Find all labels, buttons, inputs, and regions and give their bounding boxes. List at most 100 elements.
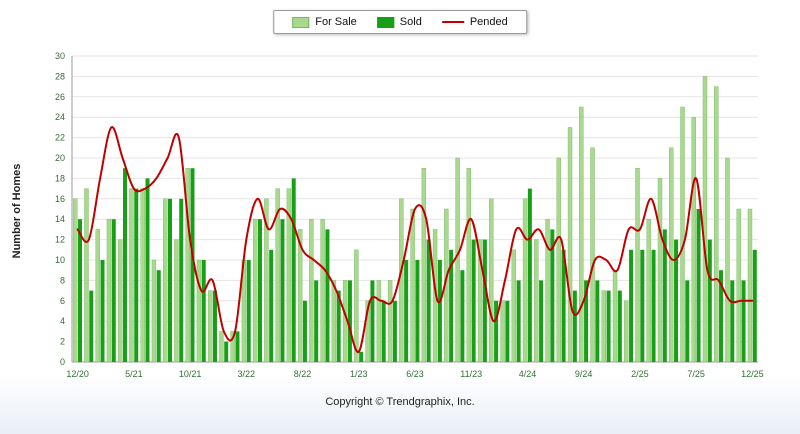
bar-sold xyxy=(179,198,184,362)
y-tick-label: 6 xyxy=(60,296,65,306)
bar-sold xyxy=(224,341,229,362)
x-tick-label: 6/23 xyxy=(406,369,424,379)
bar-sold xyxy=(494,300,499,362)
chart-area: 0 2 4 6 8 10 12 14 16 18 20 22 24 26 28 30 12/20 5/21 10/2… xyxy=(0,42,800,388)
legend-label-pended: Pended xyxy=(469,16,508,28)
bar-sold xyxy=(561,249,566,362)
bar-sold xyxy=(640,249,645,362)
bar-sold xyxy=(651,249,656,362)
bar-sold xyxy=(741,280,746,362)
x-tick-label: 9/24 xyxy=(575,369,593,379)
pended-line-icon xyxy=(441,21,464,23)
legend-label-sold: Sold xyxy=(399,16,422,28)
bar-for-sale xyxy=(421,167,427,363)
bar-sold xyxy=(426,239,431,362)
legend-item-sold: Sold xyxy=(376,16,422,28)
bar-for-sale xyxy=(399,198,404,363)
bar-sold xyxy=(449,249,454,362)
bar-for-sale xyxy=(275,188,280,363)
bar-for-sale xyxy=(174,239,179,363)
bar-for-sale xyxy=(567,127,573,363)
bar-sold xyxy=(460,270,465,362)
bar-sold xyxy=(392,300,397,362)
x-tick-label: 10/21 xyxy=(179,369,202,379)
bar-for-sale xyxy=(736,208,741,363)
bar-sold xyxy=(167,198,172,362)
legend-item-for-sale: For Sale xyxy=(292,16,357,28)
bar-for-sale xyxy=(264,198,269,363)
bar-sold xyxy=(437,260,442,362)
bar-for-sale xyxy=(219,331,224,363)
bar-for-sale xyxy=(612,269,618,363)
bar-sold xyxy=(257,219,262,362)
bar-for-sale xyxy=(702,76,708,363)
pended-line xyxy=(76,126,754,353)
bar-sold xyxy=(235,331,240,362)
bar-for-sale xyxy=(590,147,595,363)
bar-for-sale xyxy=(477,239,483,363)
bar-for-sale xyxy=(534,239,539,363)
bar-for-sale xyxy=(230,331,235,363)
y-tick-label: 26 xyxy=(55,92,65,102)
for-sale-swatch-icon xyxy=(292,16,310,28)
x-tick-label: 11/23 xyxy=(460,369,482,379)
y-tick-label: 10 xyxy=(55,255,65,265)
copyright-text: Copyright © Trendgraphix, Inc. xyxy=(325,396,475,408)
x-tick-label: 3/22 xyxy=(238,369,256,379)
bar-sold xyxy=(572,290,577,362)
bar-for-sale xyxy=(511,249,517,363)
bar-sold xyxy=(674,239,679,362)
bar-for-sale xyxy=(455,157,460,363)
bar-sold xyxy=(347,280,352,362)
x-tick-label: 1/23 xyxy=(350,369,368,379)
bar-for-sale xyxy=(331,280,337,363)
bar-for-sale xyxy=(522,198,528,363)
bar-for-sale xyxy=(410,208,415,363)
bar-sold xyxy=(111,219,116,362)
bar-for-sale xyxy=(691,116,696,363)
bar-sold xyxy=(359,351,364,362)
legend-item-pended: Pended xyxy=(441,16,508,28)
bar-sold xyxy=(471,239,476,362)
bar-sold xyxy=(595,280,600,362)
bar-for-sale xyxy=(95,229,100,363)
bar-for-sale xyxy=(714,86,719,363)
y-tick-label: 18 xyxy=(55,173,65,183)
bar-sold xyxy=(370,280,375,362)
bar-for-sale xyxy=(185,167,190,363)
bar-for-sale xyxy=(500,300,505,363)
bar-for-sale xyxy=(286,188,292,363)
bar-sold xyxy=(482,239,487,362)
y-tick-label: 22 xyxy=(55,133,65,143)
bar-for-sale xyxy=(129,188,134,363)
bar-for-sale xyxy=(489,198,494,363)
bar-for-sale xyxy=(73,198,78,363)
bar-for-sale xyxy=(151,259,157,363)
bar-sold xyxy=(302,300,307,362)
bar-sold xyxy=(617,290,622,362)
bar-for-sale xyxy=(252,218,258,363)
bar-sold xyxy=(381,300,386,362)
x-tick-label: 2/25 xyxy=(631,369,649,379)
bar-for-sale xyxy=(309,218,314,363)
y-tick-label: 16 xyxy=(55,194,65,204)
bar-for-sale xyxy=(579,106,584,363)
bar-sold xyxy=(190,168,195,362)
x-tick-label: 12/25 xyxy=(741,369,764,379)
y-tick-label: 8 xyxy=(60,275,65,285)
bar-for-sale xyxy=(646,218,651,363)
bar-sold xyxy=(662,229,667,362)
bar-sold xyxy=(707,239,712,362)
bar-for-sale xyxy=(320,218,325,363)
y-tick-label: 24 xyxy=(55,112,65,122)
bar-sold xyxy=(134,188,139,362)
bar-sold xyxy=(516,280,521,362)
bar-for-sale xyxy=(635,167,640,363)
x-tick-label: 12/20 xyxy=(66,369,89,379)
bar-sold xyxy=(78,219,83,362)
sold-swatch-icon xyxy=(376,16,394,28)
y-tick-label: 20 xyxy=(55,153,65,163)
bar-sold xyxy=(89,290,94,362)
